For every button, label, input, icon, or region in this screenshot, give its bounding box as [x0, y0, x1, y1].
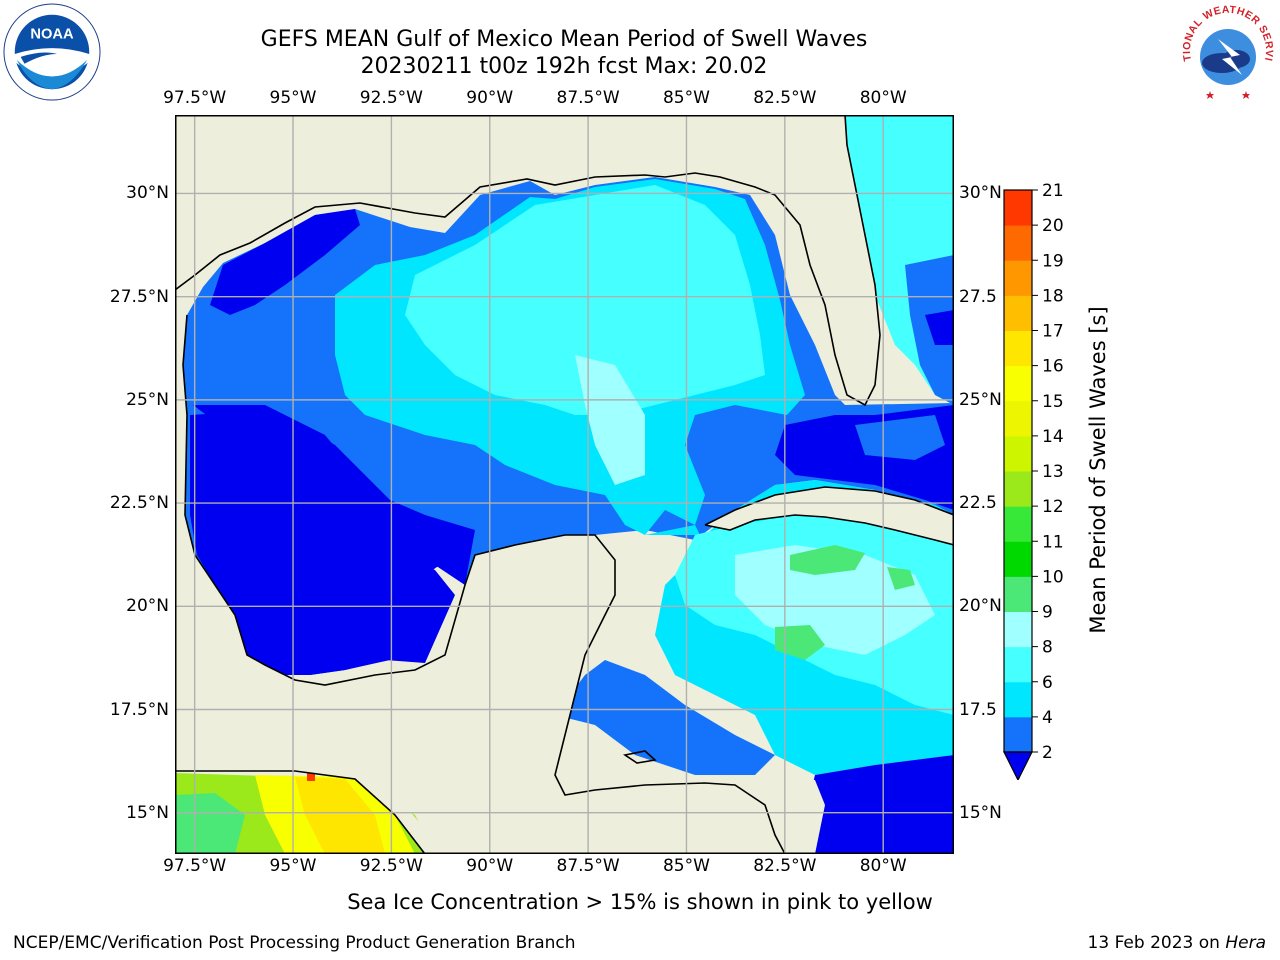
footnote: Sea Ice Concentration > 15% is shown in … [347, 890, 933, 914]
longitude-tick-label: 97.5°W [163, 856, 227, 876]
longitude-tick-label: 90°W [466, 88, 514, 108]
latitude-tick-label: 17.5°N [109, 699, 169, 720]
colorbar-segment [1004, 225, 1032, 261]
longitude-tick-label: 82.5°W [753, 856, 817, 876]
colorbar-tick-label: 13 [1042, 462, 1064, 482]
longitude-tick-label: 80°W [859, 856, 907, 876]
latitude-tick-label: 27.5°N [109, 286, 169, 307]
colorbar-extend-arrow [1003, 751, 1033, 780]
coastlines [175, 115, 954, 854]
colorbar-segment [1004, 506, 1032, 542]
latitude-tick-label: 27.5 [959, 286, 997, 307]
longitude-tick-label: 90°W [466, 856, 514, 876]
colorbar-label: Mean Period of Swell Waves [s] [1086, 306, 1110, 634]
credit-left: NCEP/EMC/Verification Post Processing Pr… [13, 933, 576, 953]
credit-host: Hera [1225, 933, 1266, 953]
colorbar-segment [1004, 190, 1032, 226]
colorbar-segment [1004, 716, 1032, 753]
colorbar-tick-label: 15 [1042, 392, 1064, 412]
colorbar-segment [1004, 541, 1032, 577]
map-title: GEFS MEAN Gulf of Mexico Mean Period of … [260, 27, 868, 52]
colorbar-tick-label: 14 [1042, 427, 1064, 447]
longitude-tick-label: 95°W [269, 88, 317, 108]
latitude-tick-label: 22.5 [959, 493, 997, 514]
latitude-tick-label: 30°N [959, 183, 1002, 204]
colorbar-tick-label: 10 [1042, 567, 1064, 587]
latitude-tick-label: 30°N [126, 183, 169, 204]
colorbar-segment [1004, 471, 1032, 507]
colorbar-segment [1004, 681, 1032, 718]
colorbar-segment [1004, 576, 1032, 612]
colorbar-segment [1004, 365, 1032, 402]
colorbar-tick-label: 20 [1042, 216, 1064, 236]
graticule [175, 115, 954, 854]
colorbar-tick-label: 16 [1042, 357, 1064, 377]
credit-right: 13 Feb 2023 on Hera [1088, 933, 1266, 953]
latitude-tick-label: 15°N [959, 802, 1002, 823]
colorbar-tick-label: 9 [1042, 603, 1053, 623]
colorbar-tick-label: 4 [1042, 708, 1053, 728]
colorbar-segment [1004, 611, 1032, 648]
noaa-logo-text: NOAA [30, 26, 74, 42]
longitude-tick-label: 92.5°W [359, 88, 423, 108]
latitude-tick-label: 22.5°N [109, 493, 169, 514]
colorbar-segment [1004, 435, 1032, 472]
longitude-tick-label: 92.5°W [359, 856, 423, 876]
latitude-tick-label: 25°N [126, 389, 169, 410]
nws-logo: NATIONAL WEATHER SERVICE [1178, 3, 1275, 101]
longitude-tick-label: 80°W [859, 88, 907, 108]
map-panel [175, 115, 954, 854]
colorbar-segment [1004, 260, 1032, 296]
colorbar-segment [1004, 400, 1032, 437]
latitude-tick-label: 25°N [959, 389, 1002, 410]
colorbar-segment [1004, 646, 1032, 683]
map-subtitle: 20230211 t00z 192h fcst Max: 20.02 [360, 54, 768, 79]
longitude-tick-label: 82.5°W [753, 88, 817, 108]
longitude-tick-label: 95°W [269, 856, 317, 876]
colorbar-segment [1004, 330, 1032, 367]
colorbar-tick-label: 17 [1042, 322, 1064, 342]
colorbar-tick-label: 12 [1042, 497, 1064, 517]
colorbar: 2 4 6 8 9 10 11 12 13 14 15 16 17 18 19 20 21 [1003, 181, 1064, 780]
latitude-tick-label: 20°N [959, 596, 1002, 617]
colorbar-segment [1004, 295, 1032, 331]
colorbar-tick-label: 6 [1042, 673, 1053, 693]
colorbar-tick-label: 21 [1042, 181, 1064, 201]
colorbar-tick-label: 18 [1042, 286, 1064, 306]
latitude-tick-label: 20°N [126, 596, 169, 617]
longitude-tick-label: 97.5°W [163, 88, 227, 108]
latitude-tick-label: 15°N [126, 802, 169, 823]
noaa-logo: NOAA [3, 3, 101, 101]
swell-period-field [183, 115, 954, 854]
colorbar-tick-label: 11 [1042, 532, 1064, 552]
colorbar-tick-label: 2 [1042, 743, 1053, 763]
longitude-tick-label: 87.5°W [556, 856, 620, 876]
longitude-tick-label: 87.5°W [556, 88, 620, 108]
colorbar-tick-label: 19 [1042, 251, 1064, 271]
map-frame [175, 115, 954, 854]
longitude-tick-label: 85°W [662, 88, 710, 108]
longitude-tick-label: 85°W [662, 856, 710, 876]
credit-date: 13 Feb 2023 on [1087, 933, 1220, 953]
colorbar-tick-label: 8 [1042, 638, 1053, 658]
latitude-tick-label: 17.5 [959, 699, 997, 720]
